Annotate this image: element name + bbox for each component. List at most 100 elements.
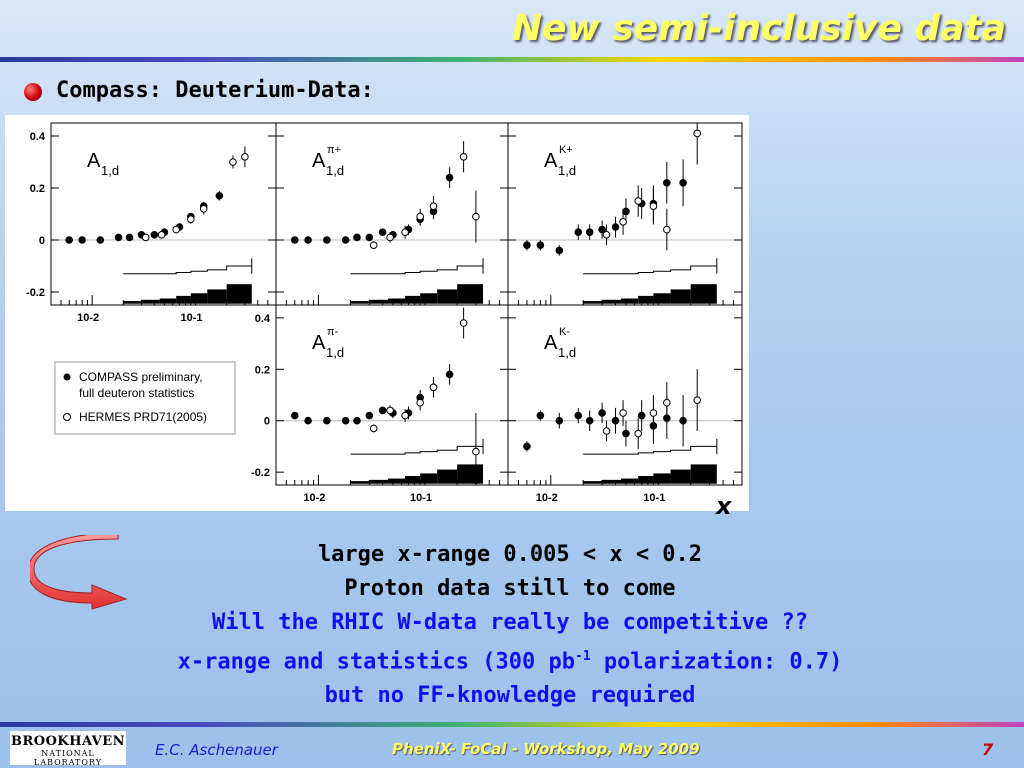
body-line-range: large x-range 0.005 < x < 0.2: [317, 542, 703, 567]
systematic-band-compass: [670, 289, 691, 304]
legend-marker-hermes: [63, 413, 71, 421]
asymmetry-figure: A 1,d 0.4 0.2 0 -0.2 10-2 10-1 A 1,d π+ A 1,d K+ A 1,d π…: [5, 115, 749, 511]
polarization-text: polarization: 0.7): [590, 649, 843, 675]
systematic-band-hermes: [350, 258, 484, 275]
data-point-hermes: [634, 429, 643, 438]
systematic-band-compass: [583, 301, 603, 304]
data-point-compass: [365, 233, 374, 242]
data-point-compass: [365, 411, 374, 420]
systematic-band-compass: [638, 476, 654, 484]
data-point-hermes: [416, 398, 424, 407]
data-point-compass: [378, 406, 387, 415]
panel-label: A: [87, 150, 101, 172]
data-point-compass: [679, 416, 687, 425]
legend-marker-compass: [63, 373, 71, 381]
panel-frame: [275, 304, 509, 486]
x-tick-label: 10-2: [303, 492, 325, 504]
data-point-compass: [611, 416, 620, 425]
data-point-hermes: [429, 383, 438, 392]
data-point-compass: [611, 223, 620, 231]
data-point-compass: [585, 228, 594, 236]
data-point-hermes: [369, 424, 378, 433]
data-point-compass: [574, 228, 583, 236]
data-point-compass: [622, 429, 630, 438]
systematic-band-compass: [653, 473, 671, 484]
data-point-compass: [304, 416, 312, 425]
systematic-band-compass: [190, 293, 208, 304]
panel-2: A 1,d π+: [275, 122, 509, 306]
data-point-hermes: [619, 218, 627, 226]
slide-subtitle: Compass: Deuterium-Data:: [56, 78, 374, 103]
data-point-compass: [523, 241, 531, 249]
data-point-compass: [663, 179, 671, 187]
systematic-band-compass: [457, 284, 484, 304]
systematic-band-compass: [123, 301, 142, 304]
data-point-compass: [585, 416, 594, 425]
data-point-compass: [353, 233, 361, 242]
data-point-hermes: [241, 153, 249, 161]
data-point-hermes: [459, 153, 468, 161]
data-point-compass: [378, 228, 387, 236]
data-point-hermes: [386, 406, 394, 415]
legend-box: [54, 361, 236, 435]
data-point-hermes: [229, 158, 237, 166]
systematic-band-compass: [602, 299, 622, 304]
y-tick-label: 0.2: [30, 183, 45, 195]
systematic-band-compass: [405, 295, 421, 304]
slide-title: New semi-inclusive data: [512, 8, 1006, 49]
systematic-band-compass: [670, 469, 691, 484]
systematic-band-compass: [350, 301, 370, 304]
systematic-band-compass: [653, 293, 671, 304]
panel-label-superscript: K-: [559, 326, 570, 338]
panel-label-subscript: 1,d: [326, 345, 344, 360]
panel-label-subscript: 1,d: [558, 345, 576, 360]
data-point-compass: [290, 236, 299, 244]
panel-frame: [50, 122, 277, 306]
y-tick-label: 0: [39, 235, 45, 247]
y-tick-label: 0: [264, 416, 270, 428]
systematic-band-compass: [141, 299, 160, 304]
data-point-compass: [323, 236, 331, 244]
legend-label-compass-cont: full deuteron statistics: [79, 386, 194, 400]
data-point-hermes: [172, 225, 180, 234]
data-point-compass: [555, 246, 564, 255]
data-point-hermes: [459, 319, 468, 327]
systematic-band-compass: [420, 293, 438, 304]
data-point-hermes: [199, 205, 208, 213]
data-point-compass: [150, 231, 159, 239]
curved-arrow-icon: [30, 535, 128, 610]
data-point-hermes: [141, 233, 150, 242]
x-tick-label: 10-2: [536, 492, 558, 504]
data-point-hermes: [472, 212, 480, 221]
systematic-band-compass: [350, 481, 370, 484]
statistics-text: x-range and statistics (300 pb: [177, 649, 576, 675]
data-point-hermes: [663, 398, 671, 407]
data-point-hermes: [619, 409, 627, 417]
systematic-band-compass: [437, 469, 458, 484]
data-point-hermes: [401, 411, 409, 420]
data-point-hermes: [401, 228, 409, 236]
systematic-band-compass: [176, 295, 191, 304]
systematic-band-hermes: [350, 438, 484, 455]
systematic-band-compass: [369, 479, 389, 484]
panel-label-superscript: π-: [327, 326, 339, 338]
legend-label-compass: COMPASS preliminary,: [79, 370, 203, 384]
legend-label-hermes: HERMES PRD71(2005): [79, 410, 207, 424]
systematic-band-compass: [388, 478, 406, 484]
data-point-hermes: [157, 231, 166, 239]
data-point-compass: [114, 233, 123, 242]
title-divider: [0, 57, 1024, 62]
data-point-hermes: [649, 409, 658, 417]
data-point-compass: [598, 225, 606, 234]
brookhaven-logo: BROOKHAVEN NATIONAL LABORATORY: [10, 731, 126, 767]
data-point-compass: [215, 192, 224, 200]
data-point-compass: [445, 370, 454, 379]
panel-3: A 1,d K+: [507, 122, 743, 306]
statistics-exponent: -1: [575, 649, 591, 664]
data-point-hermes: [634, 197, 643, 205]
legend: COMPASS preliminary, full deuteron statis…: [54, 361, 236, 435]
data-point-compass: [637, 411, 646, 420]
data-point-hermes: [649, 202, 658, 210]
systematic-band-compass: [583, 481, 603, 484]
systematic-band-compass: [437, 289, 458, 304]
